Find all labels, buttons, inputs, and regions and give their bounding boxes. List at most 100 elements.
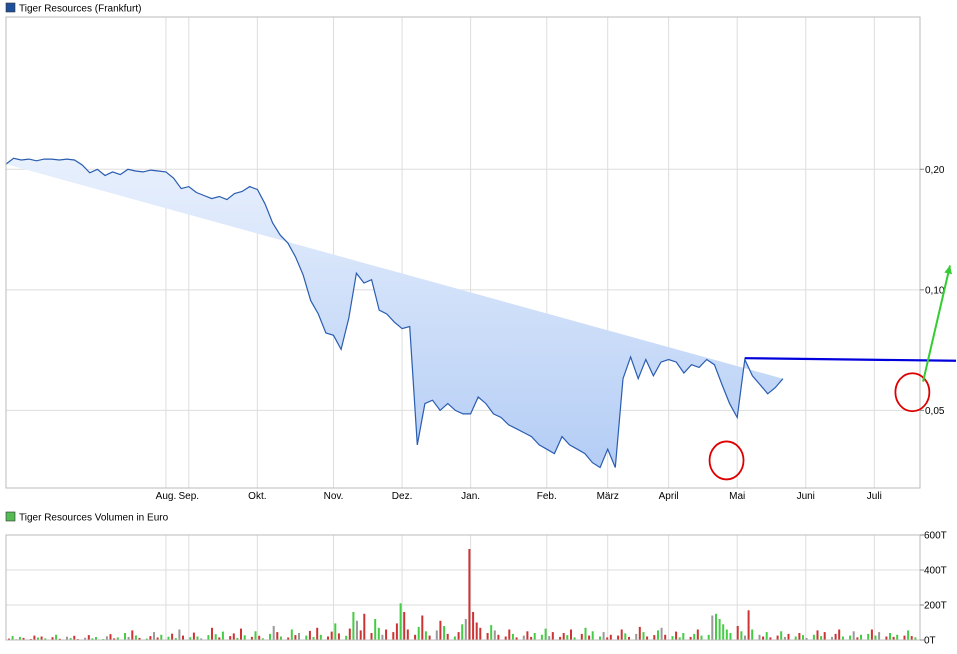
volume-bar [33,635,36,640]
volume-bar [417,626,420,640]
volume-bar [87,635,90,640]
volume-bar [334,623,337,640]
volume-bar [642,632,645,640]
volume-bar [678,637,681,640]
volume-bar [55,634,58,641]
volume-bar [874,635,877,640]
price-plot-frame [5,16,921,489]
price-area-fill [6,158,783,468]
highlight-circle [894,372,931,413]
volume-bar [192,632,195,640]
volume-bar [464,619,467,640]
volume-bar [189,637,192,640]
volume-bar [802,635,804,640]
volume-bar [18,636,21,640]
volume-bar [370,633,373,640]
volume-bar [522,635,525,640]
volume-grid [6,534,920,641]
volume-bar [316,627,319,641]
trend-arrow-head [944,265,952,275]
volume-bar [305,635,308,640]
volume-bars [8,549,917,641]
volume-bar [533,633,536,640]
price-x-tick-label: Juli [867,491,882,502]
price-x-tick-label: Mai [729,491,745,502]
price-y-tick-label: 0,05 [925,406,945,417]
volume-bar [620,629,623,640]
volume-bar [337,633,340,640]
volume-bar [356,620,358,641]
volume-bar [823,632,826,640]
volume-bar [736,626,739,640]
volume-bar [769,637,772,640]
volume-bar [11,636,14,640]
volume-bar [566,635,569,640]
volume-bar [113,638,116,640]
price-x-axis: Aug. Sep. Okt. Nov. Dez. Jan. Feb. März April Mai… [156,491,882,502]
volume-bar [468,549,471,640]
volume-bar [751,629,754,640]
volume-bar [330,631,333,640]
volume-bar [729,633,732,640]
volume-bar [849,635,852,640]
volume-bar [196,636,199,640]
volume-bar [599,636,601,640]
volume-bar [870,629,873,640]
volume-bar [272,626,275,640]
volume-bar [638,626,641,640]
volume-bar [138,637,141,640]
volume-bar [573,637,576,640]
volume-bar [831,636,833,640]
highlight-circle [708,440,745,481]
volume-bar [73,635,76,640]
price-x-tick-label: Okt. [248,491,266,502]
price-line [5,157,784,469]
volume-bar [446,633,449,640]
volume-bar [294,635,297,640]
volume-bar [885,636,888,640]
volume-bar [95,637,97,640]
volume-bar [646,636,649,640]
volume-bar [675,631,678,640]
volume-bar [37,637,39,640]
volume-bar [910,636,913,640]
volume-bar [794,636,797,640]
volume-bar [762,636,765,640]
volume-bar [780,631,783,641]
volume-bar [856,637,859,640]
volume-bar [838,629,841,640]
volume-bar [671,636,674,640]
volume-bar [548,636,551,640]
volume-bar [145,638,148,640]
volume-bar [160,634,163,641]
volume-bar [22,637,25,640]
price-legend-swatch [5,2,16,13]
volume-bar [399,603,402,641]
volume-bar [562,633,565,640]
volume-bar [860,634,862,641]
volume-bar [497,634,500,641]
volume-bar [403,612,406,640]
volume-bar [395,623,398,640]
volume-bar [124,633,126,640]
volume-bar [127,636,130,640]
volume-bar [149,636,152,640]
volume-bar [700,635,703,640]
price-x-tick-label: Jan. [461,491,480,502]
volume-bar [841,636,844,640]
price-x-tick-label: Juni [797,491,815,502]
volume-bar [493,630,496,640]
volume-bar [269,633,271,640]
volume-bar [475,622,478,640]
volume-bar [457,632,460,640]
volume-bar [229,636,232,640]
volume-bar [91,638,94,641]
volume-bar [744,635,746,640]
volume-y-axis: 0T 200T 400T 600T [920,531,947,647]
volume-bar [798,633,801,640]
volume-bar [258,635,261,640]
volume-bar [820,636,823,640]
price-y-tick-label: 0,20 [925,165,945,176]
